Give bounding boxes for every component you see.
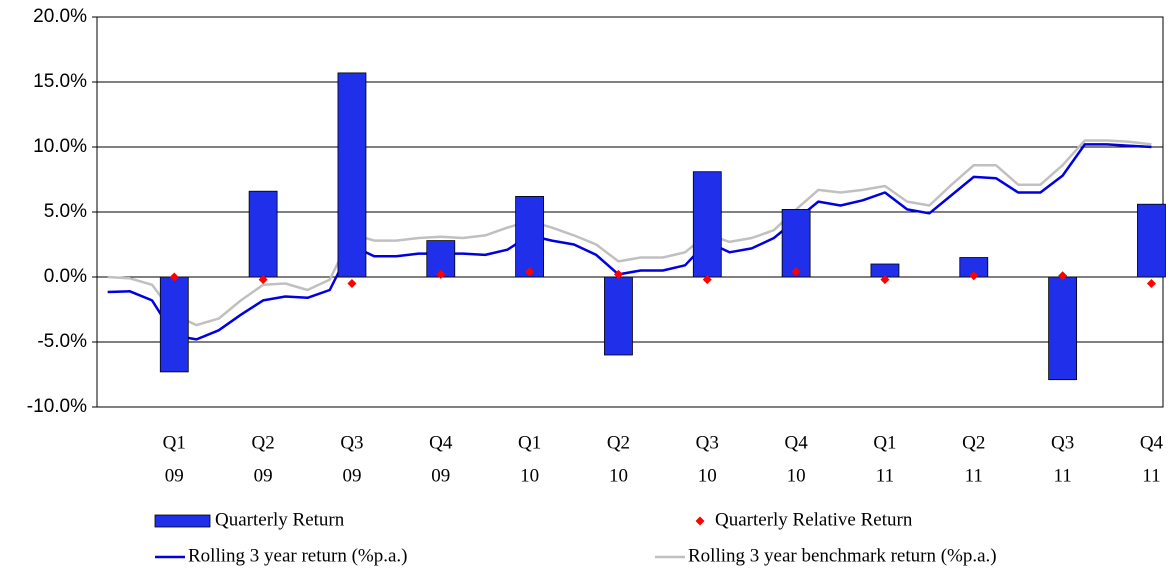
y-tick-label: -5.0%: [37, 331, 87, 352]
bar: [604, 276, 633, 356]
y-tick-label: -10.0%: [27, 396, 87, 417]
y-tick-label: 10.0%: [33, 136, 87, 157]
marker: [436, 269, 446, 279]
x-tick-label: 10: [787, 465, 806, 486]
marker: [169, 272, 179, 282]
x-tick-label: Q4: [429, 432, 453, 453]
x-tick-label: 11: [965, 465, 983, 486]
x-tick-label: Q4: [785, 432, 809, 453]
marker: [1146, 279, 1156, 288]
marker: [702, 275, 712, 285]
y-tick-label: 5.0%: [44, 201, 87, 222]
x-tick-label: 11: [876, 465, 894, 486]
marker: [347, 279, 357, 288]
bar: [337, 72, 367, 278]
bar: [692, 171, 722, 278]
bar: [159, 276, 189, 373]
x-tick-label: 10: [698, 465, 717, 486]
x-tick-label: Q4: [1140, 432, 1164, 453]
y-tick-label: 15.0%: [33, 71, 87, 92]
marker: [613, 269, 623, 279]
x-tick-label: Q1: [518, 432, 541, 453]
line: [107, 139, 1152, 327]
marker: [791, 267, 801, 277]
legend-swatch: [695, 516, 705, 526]
bar: [870, 263, 900, 278]
legend-label: Quarterly Relative Return: [715, 509, 913, 530]
legend-label: Quarterly Return: [215, 509, 345, 530]
x-tick-label: Q2: [607, 432, 630, 453]
line: [107, 143, 1152, 341]
bar: [515, 195, 545, 278]
x-tick-label: Q3: [696, 432, 719, 453]
x-tick-label: Q3: [340, 432, 363, 453]
marker: [1058, 271, 1068, 281]
marker: [880, 275, 890, 285]
x-tick-label: 10: [609, 465, 628, 486]
x-tick-label: 09: [254, 465, 273, 486]
x-tick-label: 09: [342, 465, 361, 486]
y-tick-label: 20.0%: [33, 6, 87, 27]
x-tick-label: 11: [1053, 465, 1071, 486]
x-tick-label: Q3: [1051, 432, 1074, 453]
bar: [248, 190, 278, 278]
y-tick-label: 0.0%: [44, 266, 87, 287]
legend-label: Rolling 3 year benchmark return (%p.a.): [688, 545, 997, 566]
x-tick-label: 10: [520, 465, 539, 486]
marker: [525, 267, 535, 277]
legend-label: Rolling 3 year return (%p.a.): [188, 545, 407, 566]
x-tick-label: Q2: [252, 432, 275, 453]
bar: [1137, 203, 1166, 278]
x-tick-label: Q2: [962, 432, 985, 453]
bar: [781, 208, 811, 278]
marker: [258, 275, 268, 285]
legend-swatch: [154, 514, 211, 528]
x-tick-label: 11: [1142, 465, 1160, 486]
x-tick-label: Q1: [163, 432, 186, 453]
x-tick-label: 09: [431, 465, 450, 486]
bar: [1048, 276, 1078, 381]
x-tick-label: Q1: [873, 432, 896, 453]
marker: [969, 271, 979, 281]
x-tick-label: 09: [165, 465, 184, 486]
